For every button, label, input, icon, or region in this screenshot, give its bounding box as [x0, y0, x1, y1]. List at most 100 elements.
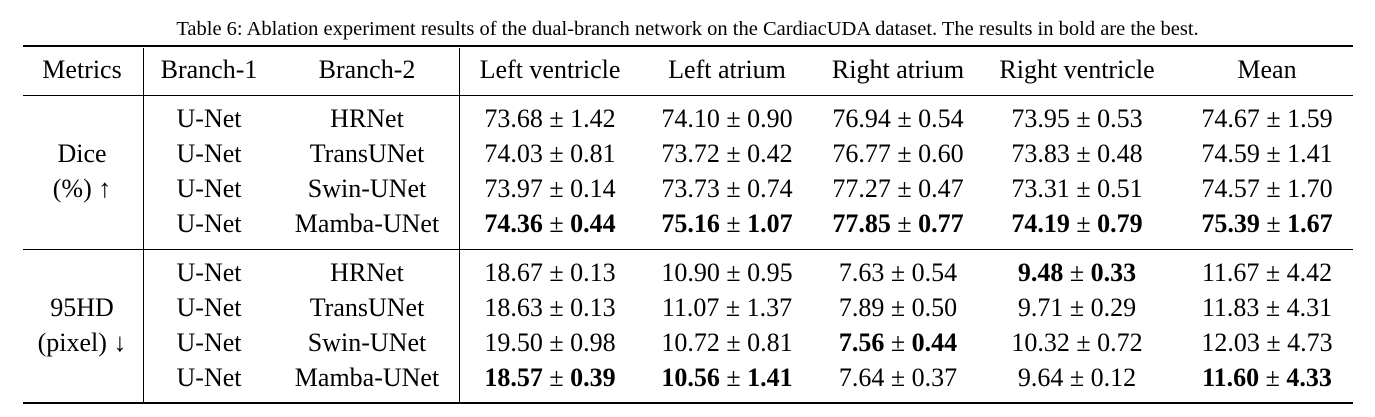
mean-value: 10.32 — [1011, 328, 1070, 357]
result-cell: 11.67 ± 4.42 — [1202, 258, 1332, 288]
std-value: 0.37 — [911, 363, 958, 392]
mean-value: 75.16 — [661, 209, 720, 238]
result-cell: 7.64 ± 0.37 — [839, 363, 957, 393]
mean-value: 12.03 — [1201, 328, 1260, 357]
std-value: 1.41 — [1287, 139, 1333, 168]
result-cell: 10.32 ± 0.72 — [1011, 328, 1142, 358]
std-value: 0.53 — [1097, 104, 1143, 133]
plus-minus-sign: ± — [1069, 139, 1098, 168]
result-cell: 73.31 ± 0.51 — [1011, 174, 1142, 204]
header-branch-2: Branch-2 — [318, 55, 416, 84]
plus-minus-sign: ± — [890, 139, 919, 168]
result-cell: 77.85 ± 0.77 — [832, 209, 963, 239]
plus-minus-sign: ± — [1259, 209, 1288, 238]
mean-value: 75.39 — [1201, 209, 1260, 238]
result-cell: 74.57 ± 1.70 — [1201, 174, 1332, 204]
std-value: 1.42 — [570, 104, 616, 133]
result-cell: 9.71 ± 0.29 — [1018, 293, 1136, 323]
mean-value: 19.50 — [484, 328, 543, 357]
std-value: 0.54 — [918, 104, 964, 133]
plus-minus-sign: ± — [884, 258, 912, 287]
mean-value: 73.97 — [484, 174, 543, 203]
mean-value: 11.60 — [1202, 363, 1260, 392]
plus-minus-sign: ± — [542, 258, 571, 287]
result-cell: 7.89 ± 0.50 — [839, 293, 957, 323]
plus-minus-sign: ± — [1259, 104, 1288, 133]
std-value: 0.42 — [747, 139, 793, 168]
branch-1-cell: U-Net — [176, 258, 242, 287]
mean-value: 9.48 — [1017, 258, 1064, 287]
std-value: 1.41 — [747, 363, 793, 392]
mean-value: 74.03 — [484, 139, 543, 168]
std-value: 0.95 — [747, 258, 793, 287]
mean-value: 11.67 — [1201, 258, 1260, 287]
plus-minus-sign: ± — [542, 104, 571, 133]
plus-minus-sign: ± — [542, 174, 571, 203]
std-value: 4.73 — [1287, 328, 1333, 357]
std-value: 1.37 — [746, 293, 793, 322]
branch-2-cell: Mamba-UNet — [294, 209, 440, 238]
branch-2-cell: Swin-UNet — [307, 174, 427, 203]
std-value: 1.07 — [747, 209, 793, 238]
result-cell: 77.27 ± 0.47 — [832, 174, 963, 204]
result-cell: 74.03 ± 0.81 — [484, 139, 615, 169]
plus-minus-sign: ± — [542, 139, 571, 168]
header-rule — [23, 95, 1353, 96]
plus-minus-sign: ± — [542, 209, 571, 238]
plus-minus-sign: ± — [719, 104, 748, 133]
result-cell: 73.83 ± 0.48 — [1011, 139, 1142, 169]
std-value: 0.54 — [911, 258, 958, 287]
std-value: 0.72 — [1097, 328, 1143, 357]
mean-value: 74.19 — [1011, 209, 1070, 238]
header-left-atrium: Left atrium — [668, 55, 786, 84]
mean-value: 74.67 — [1201, 104, 1260, 133]
plus-minus-sign: ± — [1069, 104, 1098, 133]
std-value: 4.31 — [1286, 293, 1333, 322]
plus-minus-sign: ± — [1259, 139, 1288, 168]
plus-minus-sign: ± — [542, 328, 571, 357]
result-cell: 7.63 ± 0.54 — [839, 258, 957, 288]
std-value: 0.50 — [911, 293, 958, 322]
std-value: 0.48 — [1097, 139, 1143, 168]
result-cell: 10.72 ± 0.81 — [661, 328, 792, 358]
branch-1-cell: U-Net — [176, 293, 242, 322]
std-value: 0.60 — [918, 139, 964, 168]
mean-value: 73.31 — [1011, 174, 1070, 203]
top-rule — [23, 45, 1353, 47]
branch-2-cell: HRNet — [330, 258, 404, 287]
mean-value: 73.83 — [1011, 139, 1070, 168]
result-cell: 74.59 ± 1.41 — [1201, 139, 1332, 169]
std-value: 0.79 — [1097, 209, 1143, 238]
std-value: 4.42 — [1286, 258, 1333, 287]
result-cell: 75.39 ± 1.67 — [1201, 209, 1332, 239]
bottom-rule — [23, 402, 1353, 404]
std-value: 0.13 — [570, 293, 616, 322]
branch-2-cell: Mamba-UNet — [294, 363, 440, 392]
std-value: 1.70 — [1287, 174, 1333, 203]
column-separator-branches — [459, 96, 460, 249]
mean-value: 73.72 — [661, 139, 720, 168]
mean-value: 9.71 — [1017, 293, 1064, 322]
mean-value: 74.36 — [484, 209, 543, 238]
plus-minus-sign: ± — [719, 363, 748, 392]
std-value: 0.44 — [570, 209, 616, 238]
plus-minus-sign: ± — [1063, 293, 1091, 322]
result-cell: 9.64 ± 0.12 — [1018, 363, 1136, 393]
mean-value: 7.64 — [838, 363, 885, 392]
plus-minus-sign: ± — [1259, 258, 1287, 287]
mean-value: 77.27 — [832, 174, 891, 203]
mean-value: 10.72 — [661, 328, 720, 357]
plus-minus-sign: ± — [719, 293, 747, 322]
result-cell: 10.56 ± 1.41 — [661, 363, 792, 393]
branch-1-cell: U-Net — [176, 139, 242, 168]
branch-2-cell: HRNet — [330, 104, 404, 133]
std-value: 0.39 — [570, 363, 616, 392]
table-caption: Table 6: Ablation experiment results of … — [176, 18, 1199, 40]
result-cell: 76.77 ± 0.60 — [832, 139, 963, 169]
mean-value: 10.90 — [661, 258, 720, 287]
plus-minus-sign: ± — [1259, 363, 1287, 392]
branch-2-cell: TransUNet — [309, 139, 425, 168]
branch-2-cell: TransUNet — [309, 293, 425, 322]
plus-minus-sign: ± — [719, 174, 748, 203]
std-value: 0.47 — [918, 174, 964, 203]
